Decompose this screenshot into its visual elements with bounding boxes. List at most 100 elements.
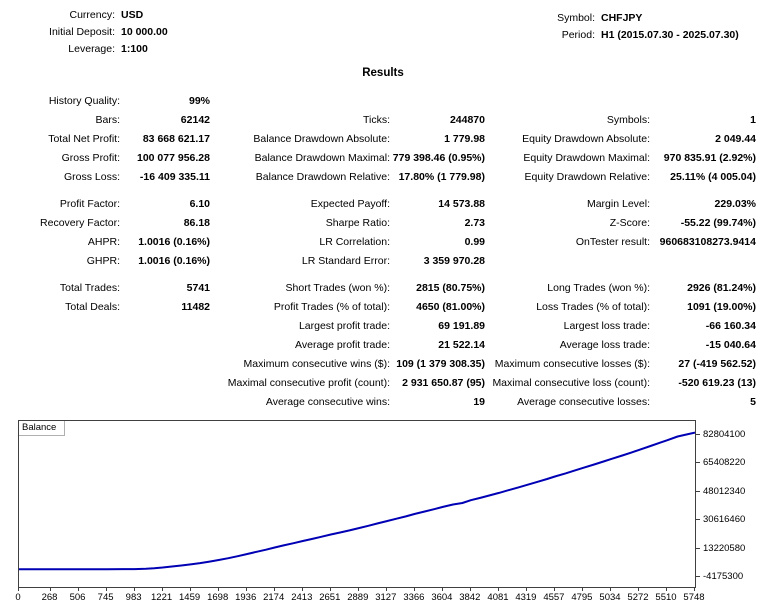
stat-label: Loss Trades (% of total):	[536, 301, 650, 313]
y-axis-tick	[696, 519, 700, 521]
stat-value: 69 191.89	[438, 320, 485, 332]
x-axis-label: 5748	[683, 592, 705, 603]
stat-value: 99%	[188, 95, 210, 107]
stat-label: LR Standard Error:	[301, 255, 390, 267]
y-axis-label: 82804100	[703, 429, 746, 440]
x-axis-label: 1221	[151, 592, 173, 603]
x-axis-label: 0	[15, 592, 21, 603]
stat-label: Largest loss trade:	[563, 320, 650, 332]
stat-label: AHPR:	[87, 236, 120, 248]
x-axis-label: 5510	[655, 592, 677, 603]
balance-curve-svg	[19, 431, 695, 571]
stat-label: Short Trades (won %):	[285, 282, 390, 294]
x-axis-tick	[18, 588, 19, 591]
symbol-info-value: CHFJPY	[601, 12, 643, 24]
stat-value: 11482	[181, 301, 210, 313]
stat-value: 2 931 650.87 (95)	[402, 377, 485, 389]
x-axis-label: 745	[97, 592, 114, 603]
x-axis-tick	[413, 588, 415, 591]
stats-row-spacer	[0, 187, 756, 195]
x-axis-tick	[133, 588, 135, 591]
x-axis: 0 268 506 745 983 1221 1459 1698 1936 2174 2413 265…	[15, 588, 758, 603]
stat-label: Long Trades (won %):	[547, 282, 650, 294]
stat-value: -55.22 (99.74%)	[680, 217, 756, 229]
stat-label: Maximum consecutive wins ($):	[243, 358, 390, 370]
stat-label: Balance Drawdown Absolute:	[253, 133, 390, 145]
stat-label: Ticks:	[362, 114, 390, 126]
y-axis-label: 13220580	[703, 542, 746, 554]
account-info-label: Leverage:	[68, 43, 115, 55]
stat-value: 960683108273.9414	[659, 236, 756, 248]
stat-label: Total Deals:	[65, 301, 120, 313]
stat-value: 27 (-419 562.52)	[678, 358, 756, 370]
x-axis-tick	[77, 588, 79, 591]
stat-value: -15 040.64	[705, 339, 756, 351]
results-title: Results	[362, 67, 404, 79]
stat-label: Gross Profit:	[61, 152, 120, 164]
x-axis-tick	[525, 588, 527, 591]
stat-value: 970 835.91 (2.92%)	[663, 152, 756, 164]
x-axis-label: 1698	[207, 592, 229, 603]
x-axis-tick	[189, 588, 191, 591]
account-info-label: Initial Deposit:	[49, 26, 115, 38]
x-axis-tick	[638, 588, 639, 591]
x-axis-tick	[666, 588, 667, 591]
account-info-row: Currency: USD	[0, 7, 168, 24]
stat-value: 5	[750, 396, 756, 408]
x-axis-tick	[581, 588, 583, 591]
y-axis-tick	[696, 547, 700, 549]
stat-label: GHPR:	[86, 255, 120, 267]
stat-value: 25.11% (4 005.04)	[670, 171, 756, 183]
y-axis-label: -4175300	[703, 571, 744, 582]
stat-value: 17.80% (1 779.98)	[398, 171, 485, 183]
stat-label: Maximal consecutive profit (count):	[227, 377, 390, 389]
x-axis-tick	[385, 588, 387, 591]
stat-value: 2815 (80.75%)	[416, 282, 485, 294]
stats-table: History Quality: 99% Bars: 62142 Ticks: 24487…	[0, 92, 756, 412]
stat-value: 4650 (81.00%)	[416, 301, 485, 313]
stat-value: 229.03%	[714, 198, 756, 210]
account-info-value: 1:100	[121, 43, 148, 55]
x-axis-label: 983	[125, 592, 142, 603]
header-account-info: Currency: USD Initial Deposit: 10 000.00 Lev…	[0, 7, 168, 58]
stat-value: 244870	[449, 114, 485, 126]
x-axis-tick	[105, 588, 107, 591]
stat-value: 83 668 621.17	[142, 133, 210, 145]
stat-label: Margin Level:	[586, 198, 650, 210]
stat-label: Equity Drawdown Maximal:	[523, 152, 650, 164]
stat-value: 2 049.44	[715, 133, 756, 145]
stat-value: 1.0016 (0.16%)	[138, 255, 210, 267]
stat-value: 779 398.46 (0.95%)	[392, 152, 485, 164]
x-axis-label: 2889	[347, 592, 369, 603]
stat-value: 2.73	[464, 217, 485, 229]
x-axis-tick	[694, 588, 695, 591]
stat-label: Average consecutive wins:	[265, 396, 390, 408]
y-axis-label: 30616460	[703, 514, 746, 526]
symbol-info-label: Symbol:	[557, 12, 595, 24]
stat-label: Balance Drawdown Maximal:	[254, 152, 390, 164]
x-axis-tick	[610, 588, 611, 591]
x-axis-tick	[469, 588, 471, 591]
stat-label: Gross Loss:	[63, 171, 120, 183]
x-axis-tick	[245, 588, 247, 591]
account-info-label: Currency:	[69, 9, 115, 21]
stat-label: Maximum consecutive losses ($):	[494, 358, 650, 370]
y-axis-tick	[696, 434, 700, 435]
stat-value: 1	[750, 114, 756, 126]
y-axis-label: 65408220	[703, 457, 746, 469]
account-info-value: USD	[121, 9, 144, 21]
y-axis-tick	[696, 462, 700, 464]
stat-label: Average consecutive losses:	[517, 396, 650, 408]
stat-value: -520 619.23 (13)	[678, 377, 756, 389]
x-axis-label: 4795	[571, 592, 593, 603]
x-axis-label: 3604	[431, 592, 453, 603]
stat-label: Z-Score:	[609, 217, 650, 229]
x-axis-label: 2651	[319, 592, 341, 603]
x-axis-label: 3127	[375, 592, 397, 603]
stat-label: Bars:	[95, 114, 120, 126]
stat-label: OnTester result:	[575, 236, 650, 248]
x-axis-label: 5034	[599, 592, 621, 603]
account-info-row: Leverage: 1:100	[0, 41, 168, 58]
stat-value: -66 160.34	[705, 320, 756, 332]
stat-value: 1.0016 (0.16%)	[138, 236, 210, 248]
